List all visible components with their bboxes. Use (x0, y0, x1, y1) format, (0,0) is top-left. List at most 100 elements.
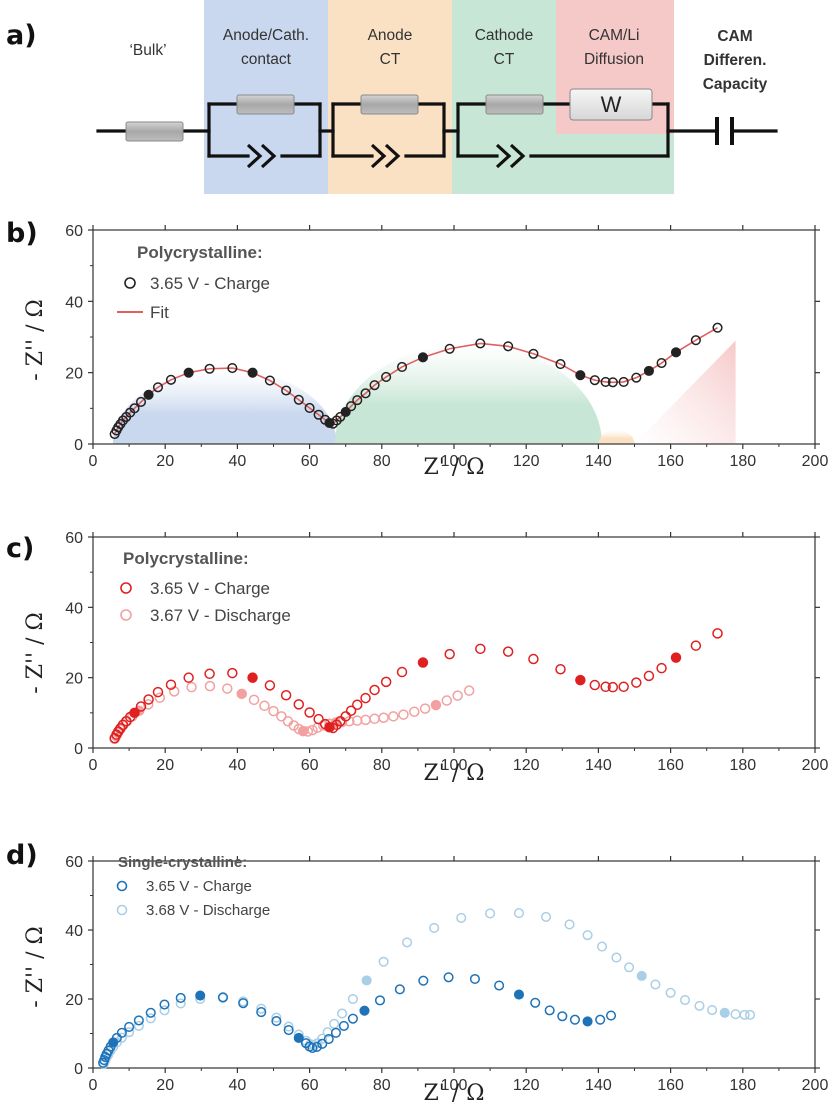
cpe-1-front (246, 143, 263, 169)
resistor-anode-ct (360, 94, 419, 115)
data-point-c-discharge (463, 685, 475, 696)
data-point-b-charge (135, 396, 147, 407)
data-point-d-discharge (283, 1021, 294, 1032)
data-point-d-discharge (596, 941, 608, 952)
data-point-c-discharge (248, 694, 260, 706)
circuit-wires (96, 102, 778, 158)
data-point-c-discharge (222, 683, 233, 694)
data-point-d-charge (374, 995, 386, 1006)
data-point-b-charge (227, 362, 238, 374)
data-point-d-charge (307, 1042, 318, 1054)
data-point-d-charge (359, 1005, 370, 1016)
x-tick-label-b-0: 0 (89, 453, 98, 470)
data-point-c-charge (528, 653, 539, 665)
data-point-c-charge (380, 676, 392, 688)
data-point-d-discharge (175, 998, 186, 1009)
legend-entry-charge-d: 3.65 V - Charge (146, 878, 252, 895)
zone-label-anode-1: Anode (368, 27, 413, 44)
data-point-b-charge (690, 335, 701, 346)
data-point-b-charge (247, 367, 258, 378)
data-point-b-charge (381, 371, 392, 382)
axes-d: 0 20 40 60 80 100 120 140 160 180 200 0 20 40 60 (65, 854, 828, 1094)
data-point-d-charge (256, 1007, 267, 1018)
data-point-d-discharge (513, 908, 525, 919)
data-point-d-discharge (679, 994, 691, 1006)
legend-entry-charge-c: 3.65 V - Charge (150, 579, 270, 598)
x-tick-label-c-100: 100 (441, 757, 468, 774)
legend-marker-discharge-d (116, 904, 128, 916)
data-point-d-discharge (329, 1018, 340, 1029)
data-point-c-discharge (259, 700, 270, 712)
resistor-cathode-ct (485, 94, 544, 115)
x-tick-label-b-60: 60 (301, 453, 319, 470)
x-tick-label-b-80: 80 (373, 453, 391, 470)
y-tick-label-c-20: 20 (65, 671, 83, 688)
data-point-b-charge (528, 348, 539, 359)
data-point-c-discharge (398, 709, 409, 720)
data-point-d-charge (394, 984, 405, 995)
cpe-3-back (509, 143, 526, 169)
x-tick-label-d-180: 180 (729, 1077, 756, 1094)
data-point-b-charge (575, 370, 586, 381)
data-point-c-charge (396, 666, 408, 678)
data-point-b-charge (555, 359, 566, 370)
data-point-b-charge (143, 389, 154, 400)
data-point-c-discharge (378, 712, 389, 724)
series-discharge-d (98, 908, 756, 1069)
x-tick-label-b-180: 180 (729, 453, 756, 470)
cpe-elements (246, 143, 526, 169)
data-point-d-charge (317, 1038, 328, 1049)
data-point-b-charge (600, 376, 611, 387)
data-point-d-discharge (402, 937, 413, 948)
data-point-c-charge (575, 674, 586, 686)
zone-label-diffusion-2: Diffusion (584, 51, 644, 68)
data-point-c-charge (656, 662, 667, 674)
zone-label-capacity-2: Differen. (704, 52, 767, 69)
data-point-d-discharge (636, 970, 647, 981)
x-tick-label-d-200: 200 (802, 1077, 829, 1094)
legend-marker-charge-d (116, 880, 128, 892)
data-point-d-discharge (744, 1009, 756, 1020)
data-point-c-charge (135, 701, 147, 712)
data-point-d-discharge (116, 1032, 127, 1043)
panel-label-b: b) (6, 218, 38, 249)
x-tick-label-c-80: 80 (373, 757, 391, 774)
data-point-c-discharge (441, 695, 453, 706)
data-point-d-discharge (485, 908, 496, 919)
cpe-2-front (370, 143, 387, 169)
x-tick-label-b-200: 200 (802, 453, 829, 470)
data-point-c-charge (293, 699, 305, 710)
x-tick-label-b-20: 20 (156, 453, 174, 470)
data-point-d-discharge (611, 952, 622, 963)
data-point-c-charge (304, 707, 315, 718)
y-axis-title-d: - Z'' / Ω (23, 926, 48, 1007)
data-point-c-discharge (268, 705, 279, 717)
series-charge-c (109, 628, 723, 744)
data-point-c-discharge (204, 680, 216, 692)
data-point-d-charge (124, 1021, 135, 1032)
data-point-c-charge (555, 663, 566, 675)
data-point-b-charge (352, 395, 363, 406)
data-point-d-charge (195, 990, 206, 1001)
data-point-d-charge (145, 1007, 156, 1018)
data-point-d-discharge (707, 1004, 718, 1016)
x-tick-label-c-160: 160 (657, 757, 684, 774)
data-point-d-discharge (317, 1033, 328, 1044)
data-point-b-charge (396, 361, 408, 373)
data-point-d-charge (283, 1025, 294, 1036)
zone-label-capacity-3: Capacity (703, 76, 768, 93)
x-tick-label-d-80: 80 (373, 1077, 391, 1094)
data-point-d-charge (544, 1005, 555, 1016)
data-point-c-charge (607, 681, 619, 693)
data-point-d-discharge (337, 1008, 348, 1019)
y-tick-label-b-60: 60 (65, 223, 83, 240)
data-point-c-discharge (307, 724, 318, 736)
data-point-d-charge (323, 1033, 334, 1045)
data-point-b-charge (475, 338, 486, 349)
x-axis-title-b: Z' / Ω (424, 455, 485, 480)
data-point-d-discharge (541, 911, 552, 922)
data-point-b-charge (293, 394, 304, 405)
data-point-d-discharge (256, 1003, 267, 1014)
data-point-d-discharge (456, 912, 467, 923)
data-point-c-charge (631, 677, 642, 688)
